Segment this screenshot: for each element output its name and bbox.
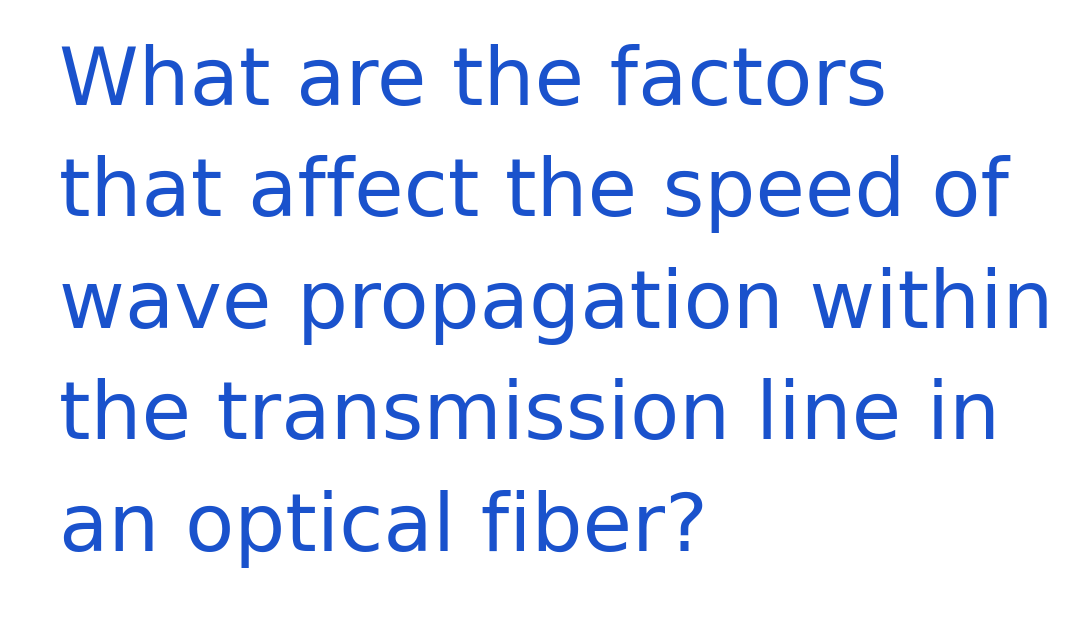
Text: What are the factors
that affect the speed of
wave propagation within
the transm: What are the factors that affect the spe… (59, 44, 1054, 568)
